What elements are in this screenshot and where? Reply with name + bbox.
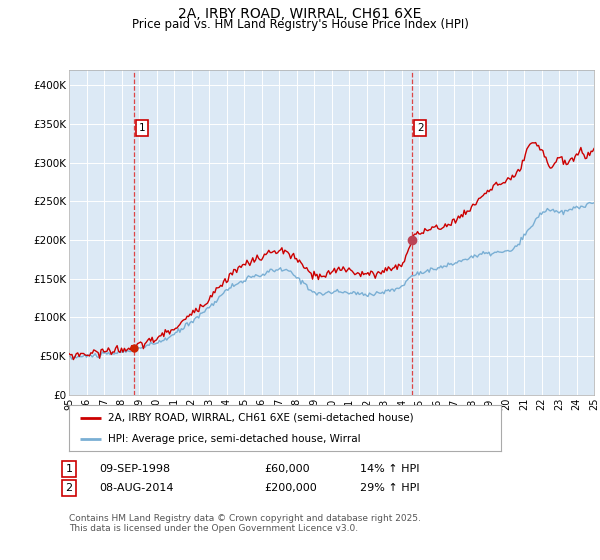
Text: 08-AUG-2014: 08-AUG-2014 (99, 483, 173, 493)
Text: 2A, IRBY ROAD, WIRRAL, CH61 6XE: 2A, IRBY ROAD, WIRRAL, CH61 6XE (178, 7, 422, 21)
Text: 1: 1 (65, 464, 73, 474)
Text: 29% ↑ HPI: 29% ↑ HPI (360, 483, 419, 493)
Text: 2: 2 (65, 483, 73, 493)
Text: Price paid vs. HM Land Registry's House Price Index (HPI): Price paid vs. HM Land Registry's House … (131, 18, 469, 31)
Text: 2: 2 (417, 123, 424, 133)
Text: £60,000: £60,000 (264, 464, 310, 474)
Text: 1: 1 (139, 123, 145, 133)
Text: 2A, IRBY ROAD, WIRRAL, CH61 6XE (semi-detached house): 2A, IRBY ROAD, WIRRAL, CH61 6XE (semi-de… (108, 413, 413, 423)
Text: 14% ↑ HPI: 14% ↑ HPI (360, 464, 419, 474)
Text: Contains HM Land Registry data © Crown copyright and database right 2025.
This d: Contains HM Land Registry data © Crown c… (69, 514, 421, 534)
Text: 09-SEP-1998: 09-SEP-1998 (99, 464, 170, 474)
Text: £200,000: £200,000 (264, 483, 317, 493)
Text: HPI: Average price, semi-detached house, Wirral: HPI: Average price, semi-detached house,… (108, 435, 361, 444)
